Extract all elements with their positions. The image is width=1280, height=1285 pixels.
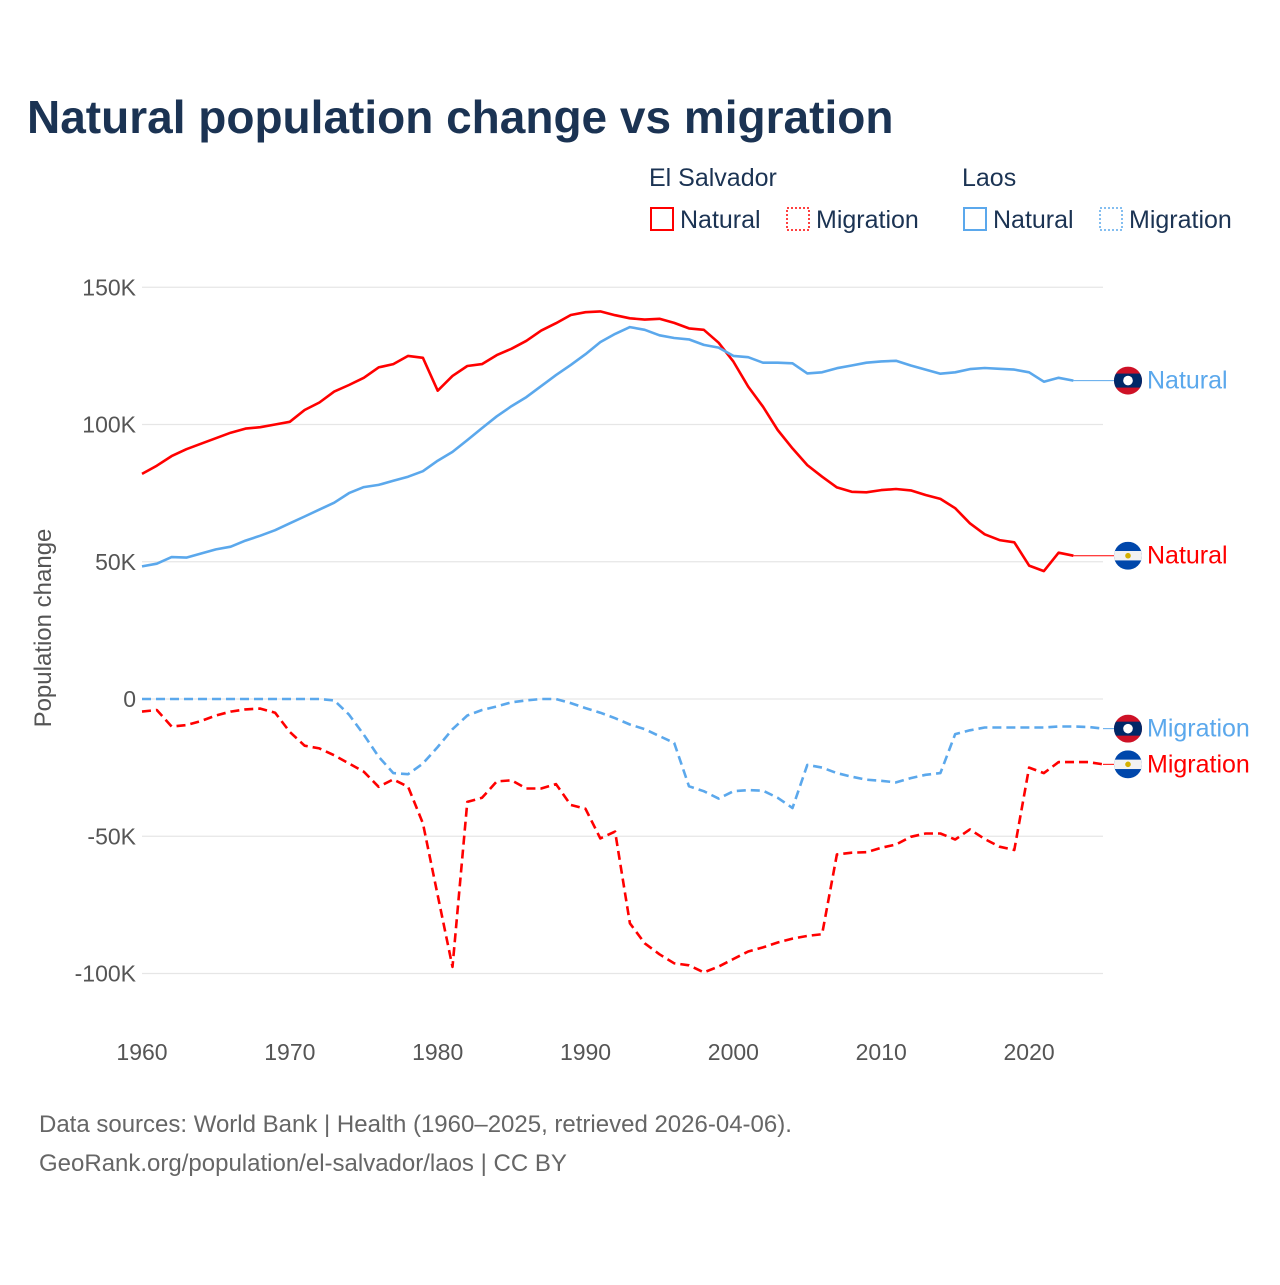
series-lines [141, 310, 1114, 974]
footer-sources: Data sources: World Bank | Health (1960–… [39, 1111, 792, 1138]
y-tick-label: -100K [75, 961, 137, 987]
chart-title: Natural population change vs migration [27, 91, 893, 143]
x-tick-label: 1960 [116, 1039, 167, 1065]
laos-flag-icon [1114, 715, 1142, 743]
laos-flag-icon [1114, 367, 1142, 395]
x-tick-label: 2010 [856, 1039, 907, 1065]
y-tick-label: 100K [82, 412, 136, 438]
el-salvador-flag-icon [1114, 750, 1142, 778]
y-axis: 150K 100K 50K 0 -50K -100K [75, 274, 137, 986]
y-tick-label: 0 [123, 686, 136, 712]
y-axis-title: Population change [30, 529, 57, 728]
end-label-el-salvador-migration: Migration [1147, 750, 1250, 778]
legend-label-el-salvador-natural: Natural [680, 206, 761, 234]
y-tick-label: 50K [95, 549, 137, 575]
y-tick-label: -50K [87, 823, 136, 849]
footer-credit: GeoRank.org/population/el-salvador/laos … [39, 1150, 567, 1177]
legend-group-laos: Laos [962, 164, 1016, 192]
legend-swatch-el-salvador-natural [650, 207, 674, 231]
legend-swatch-el-salvador-migration [786, 207, 810, 231]
series-line-laos-migration [142, 697, 1104, 810]
legend: El Salvador Natural Migration Laos Natur… [649, 164, 1232, 234]
legend-swatch-laos-migration [1099, 207, 1123, 231]
x-tick-label: 1990 [560, 1039, 611, 1065]
y-tick-label: 150K [82, 274, 136, 300]
series-line-el-salvador-natural [141, 310, 1074, 573]
end-label-el-salvador-natural: Natural [1147, 542, 1228, 570]
legend-label-laos-natural: Natural [993, 206, 1074, 234]
el-salvador-flag-icon [1114, 542, 1142, 570]
end-label-laos-migration: Migration [1147, 715, 1250, 743]
legend-swatch-laos-natural [963, 207, 987, 231]
legend-label-laos-migration: Migration [1129, 206, 1232, 234]
end-label-laos-natural: Natural [1147, 367, 1228, 395]
x-tick-label: 1970 [264, 1039, 315, 1065]
x-tick-label: 2000 [708, 1039, 759, 1065]
x-tick-label: 2020 [1003, 1039, 1054, 1065]
legend-label-el-salvador-migration: Migration [816, 206, 919, 234]
series-line-laos-natural [141, 325, 1074, 568]
series-line-el-salvador-migration [141, 707, 1104, 974]
x-tick-label: 1980 [412, 1039, 463, 1065]
x-axis: 1960 1970 1980 1990 2000 2010 2020 [116, 1039, 1054, 1065]
end-labels: Natural Natural Migration Migration [1114, 366, 1250, 779]
legend-group-el-salvador: El Salvador [649, 164, 777, 192]
